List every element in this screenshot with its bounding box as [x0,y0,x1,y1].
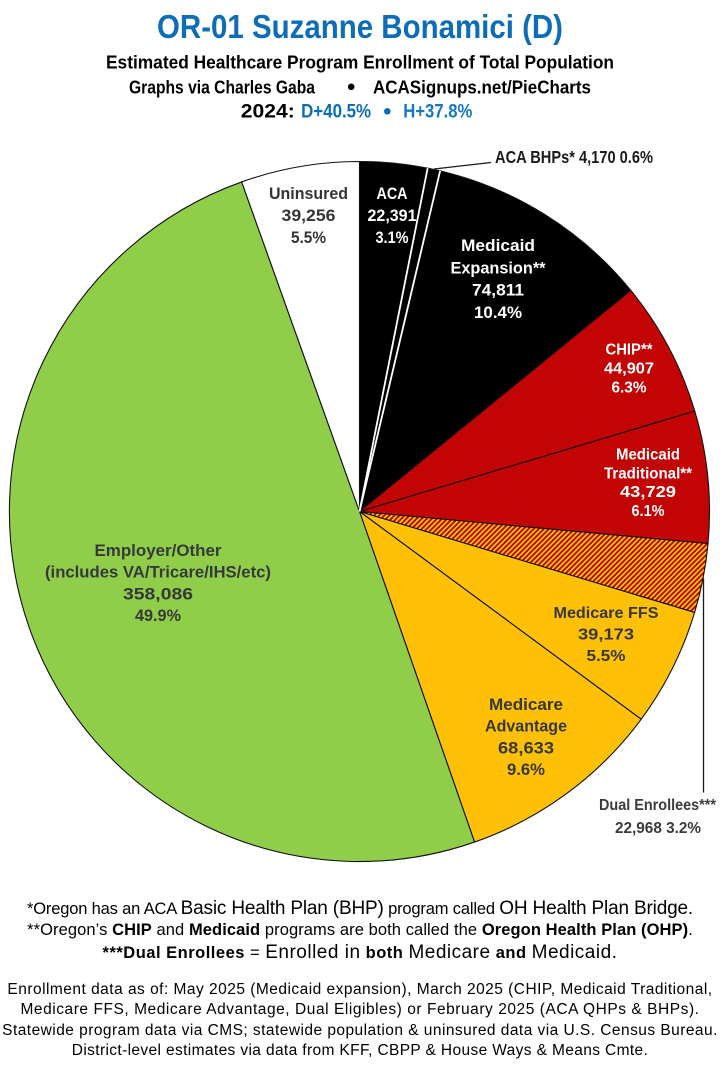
svg-text:OR-01 Suzanne Bonamici (D): OR-01 Suzanne Bonamici (D) [157,8,563,45]
svg-text:6.1%: 6.1% [632,503,665,520]
svg-text:68,633: 68,633 [498,738,554,757]
svg-text:Advantage: Advantage [485,717,567,736]
svg-text:5.5%: 5.5% [587,648,626,665]
svg-text:CHIP**: CHIP** [606,341,654,358]
svg-text:Graphs via Charles Gaba: Graphs via Charles Gaba [129,78,316,98]
svg-text:39,256: 39,256 [282,206,336,225]
svg-text:ACA BHPs* 4,170 0.6%: ACA BHPs* 4,170 0.6% [495,147,653,167]
svg-text:ACASignups.net/PieCharts: ACASignups.net/PieCharts [373,78,591,98]
svg-text:Medicare: Medicare [489,695,563,714]
svg-text:10.4%: 10.4% [474,303,522,322]
svg-text:Medicaid: Medicaid [461,236,535,255]
svg-text:22,391: 22,391 [368,206,417,225]
svg-text:ACA: ACA [377,184,408,203]
svg-text:44,907: 44,907 [604,361,654,378]
svg-text:Estimated Healthcare Program E: Estimated Healthcare Program Enrollment … [106,52,614,73]
svg-text:3.1%: 3.1% [376,228,409,247]
svg-text:9.6%: 9.6% [507,760,545,779]
svg-text:74,811: 74,811 [472,281,524,300]
svg-text:(includes VA/Tricare/IHS/etc): (includes VA/Tricare/IHS/etc) [45,563,271,582]
svg-text:49.9%: 49.9% [135,606,181,625]
svg-text:43,729: 43,729 [620,484,676,501]
svg-text:Medicare FFS: Medicare FFS [554,605,659,622]
svg-text:D+40.5%: D+40.5% [301,102,371,123]
svg-text:Expansion**: Expansion** [451,258,546,277]
svg-text:Employer/Other: Employer/Other [95,541,222,560]
svg-text:Medicaid: Medicaid [616,447,680,464]
svg-text:6.3%: 6.3% [612,380,647,397]
svg-text:22,968 3.2%: 22,968 3.2% [615,820,701,837]
svg-text:Dual Enrollees***: Dual Enrollees*** [599,797,717,814]
svg-text:Traditional**: Traditional** [604,465,693,482]
svg-text:2024:: 2024: [241,102,295,123]
svg-text:39,173: 39,173 [578,627,634,644]
svg-text:5.5%: 5.5% [291,228,326,247]
svg-text:H+37.8%: H+37.8% [403,102,472,123]
svg-text:Uninsured: Uninsured [269,184,348,203]
svg-text:358,086: 358,086 [123,584,193,603]
